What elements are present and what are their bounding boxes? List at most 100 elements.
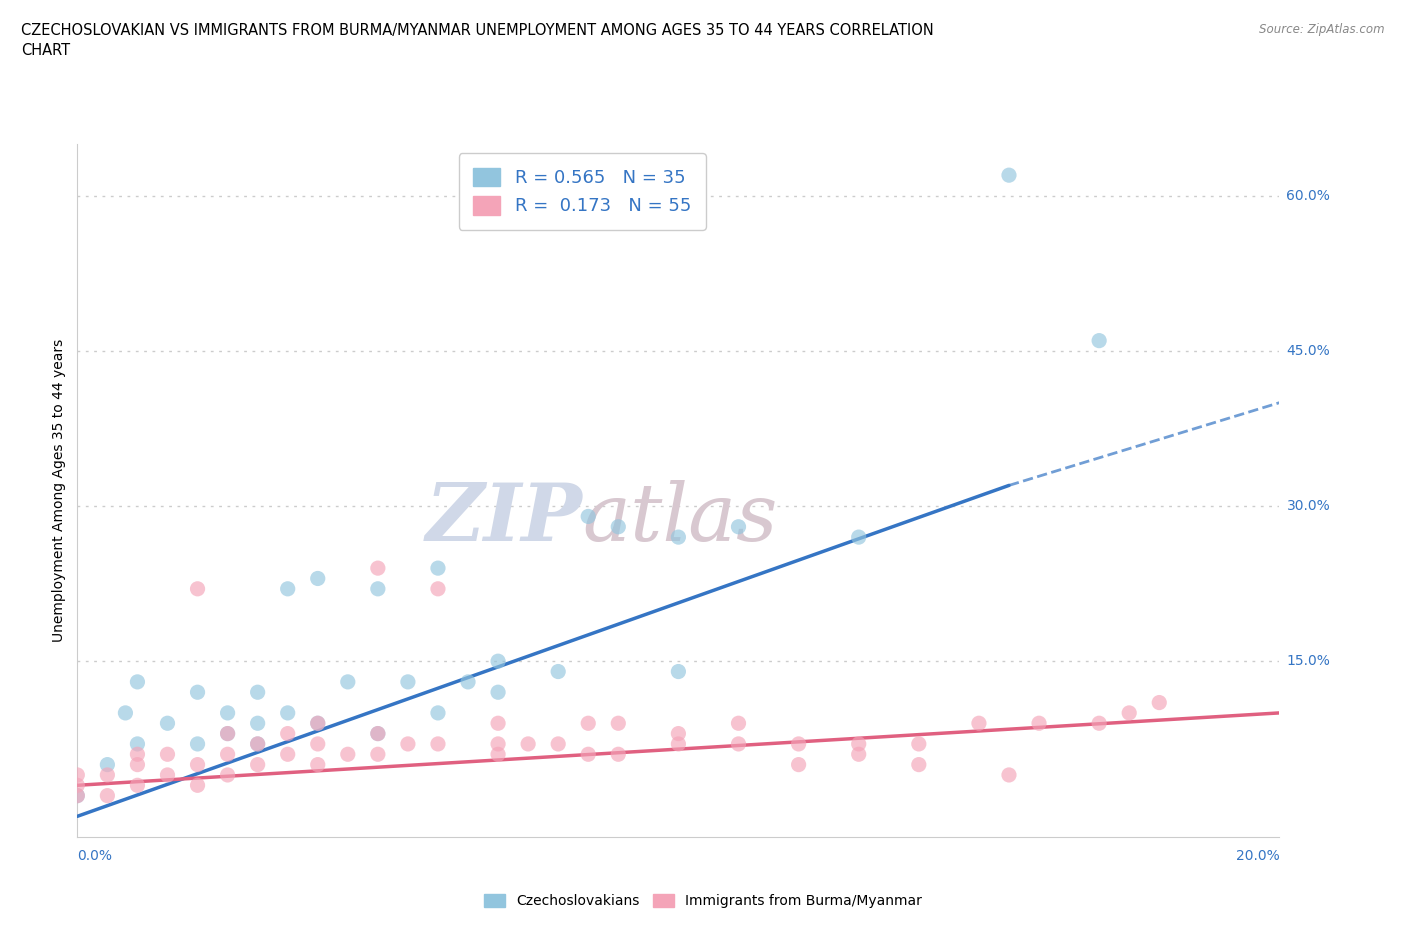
- Point: [1088, 716, 1111, 731]
- Point: [307, 716, 329, 731]
- Point: [486, 737, 509, 751]
- Point: [517, 737, 540, 751]
- Point: [427, 581, 450, 596]
- Point: [486, 654, 509, 669]
- Text: 60.0%: 60.0%: [1286, 189, 1330, 203]
- Point: [66, 789, 89, 804]
- Point: [66, 777, 89, 792]
- Point: [727, 716, 749, 731]
- Point: [186, 777, 209, 792]
- Point: [908, 737, 931, 751]
- Point: [396, 737, 419, 751]
- Point: [217, 726, 239, 741]
- Point: [156, 747, 179, 762]
- Point: [367, 581, 389, 596]
- Point: [668, 530, 690, 545]
- Point: [607, 747, 630, 762]
- Point: [307, 716, 329, 731]
- Point: [246, 684, 269, 699]
- Point: [277, 726, 299, 741]
- Point: [1088, 333, 1111, 348]
- Point: [307, 757, 329, 772]
- Point: [217, 726, 239, 741]
- Point: [607, 716, 630, 731]
- Point: [217, 767, 239, 782]
- Point: [396, 674, 419, 689]
- Point: [576, 716, 599, 731]
- Point: [787, 737, 810, 751]
- Point: [668, 726, 690, 741]
- Text: CZECHOSLOVAKIAN VS IMMIGRANTS FROM BURMA/MYANMAR UNEMPLOYMENT AMONG AGES 35 TO 4: CZECHOSLOVAKIAN VS IMMIGRANTS FROM BURMA…: [21, 23, 934, 58]
- Point: [367, 561, 389, 576]
- Point: [576, 747, 599, 762]
- Point: [246, 716, 269, 731]
- Point: [607, 519, 630, 534]
- Point: [427, 737, 450, 751]
- Legend: R = 0.565   N = 35, R =  0.173   N = 55: R = 0.565 N = 35, R = 0.173 N = 55: [458, 153, 706, 230]
- Point: [727, 519, 749, 534]
- Point: [96, 757, 118, 772]
- Point: [547, 737, 569, 751]
- Text: Source: ZipAtlas.com: Source: ZipAtlas.com: [1260, 23, 1385, 36]
- Point: [307, 571, 329, 586]
- Point: [576, 509, 599, 524]
- Text: 20.0%: 20.0%: [1236, 849, 1279, 863]
- Point: [127, 674, 149, 689]
- Point: [848, 737, 870, 751]
- Point: [787, 757, 810, 772]
- Text: 15.0%: 15.0%: [1286, 654, 1330, 668]
- Point: [457, 674, 479, 689]
- Point: [277, 747, 299, 762]
- Point: [367, 726, 389, 741]
- Point: [246, 757, 269, 772]
- Point: [427, 561, 450, 576]
- Point: [186, 737, 209, 751]
- Point: [66, 789, 89, 804]
- Point: [336, 674, 359, 689]
- Point: [114, 706, 136, 721]
- Point: [217, 747, 239, 762]
- Point: [998, 167, 1021, 182]
- Point: [668, 664, 690, 679]
- Point: [486, 747, 509, 762]
- Text: atlas: atlas: [582, 480, 778, 557]
- Point: [367, 726, 389, 741]
- Point: [156, 716, 179, 731]
- Point: [156, 767, 179, 782]
- Text: ZIP: ZIP: [426, 480, 582, 557]
- Point: [367, 747, 389, 762]
- Point: [186, 684, 209, 699]
- Point: [848, 747, 870, 762]
- Point: [186, 757, 209, 772]
- Text: 0.0%: 0.0%: [77, 849, 112, 863]
- Point: [1118, 706, 1140, 721]
- Point: [127, 757, 149, 772]
- Point: [246, 737, 269, 751]
- Point: [66, 767, 89, 782]
- Point: [1149, 695, 1171, 710]
- Point: [307, 737, 329, 751]
- Text: 30.0%: 30.0%: [1286, 499, 1330, 513]
- Point: [486, 716, 509, 731]
- Point: [727, 737, 749, 751]
- Point: [277, 581, 299, 596]
- Point: [908, 757, 931, 772]
- Point: [427, 706, 450, 721]
- Point: [336, 747, 359, 762]
- Point: [127, 747, 149, 762]
- Point: [1028, 716, 1050, 731]
- Point: [127, 737, 149, 751]
- Y-axis label: Unemployment Among Ages 35 to 44 years: Unemployment Among Ages 35 to 44 years: [52, 339, 66, 643]
- Point: [246, 737, 269, 751]
- Legend: Czechoslovakians, Immigrants from Burma/Myanmar: Czechoslovakians, Immigrants from Burma/…: [478, 889, 928, 914]
- Point: [217, 706, 239, 721]
- Point: [547, 664, 569, 679]
- Point: [96, 789, 118, 804]
- Point: [96, 767, 118, 782]
- Point: [848, 530, 870, 545]
- Point: [668, 737, 690, 751]
- Point: [127, 777, 149, 792]
- Text: 45.0%: 45.0%: [1286, 344, 1330, 358]
- Point: [486, 684, 509, 699]
- Point: [186, 581, 209, 596]
